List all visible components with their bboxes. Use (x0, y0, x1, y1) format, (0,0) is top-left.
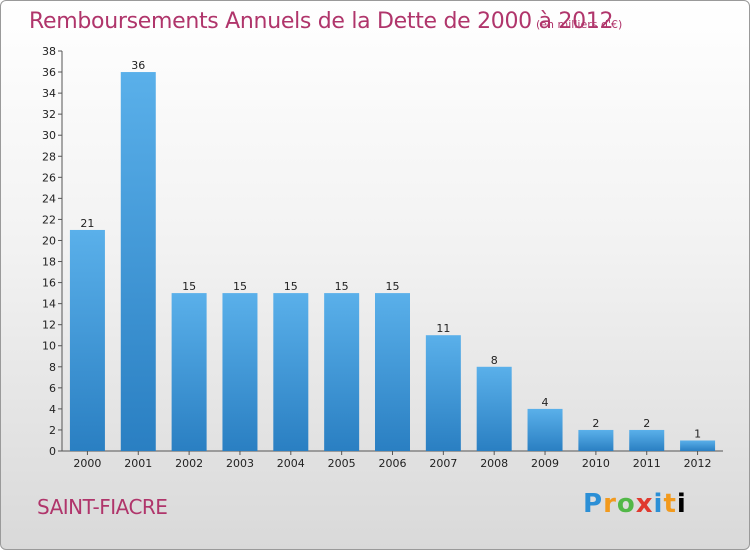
y-tick-label: 24 (42, 192, 56, 205)
y-tick-label: 10 (42, 340, 56, 353)
bar-value-label: 1 (694, 427, 701, 440)
bar-value-label: 11 (436, 322, 450, 335)
chart-unit: (en milliers d'€) (536, 18, 623, 31)
bar (680, 440, 716, 451)
y-tick-label: 4 (49, 403, 56, 416)
bar (425, 335, 461, 451)
y-tick-label: 34 (42, 87, 56, 100)
bar (120, 72, 156, 451)
y-tick-label: 22 (42, 213, 56, 226)
y-tick-label: 28 (42, 150, 56, 163)
x-tick-label: 2009 (531, 457, 559, 470)
y-tick-label: 0 (49, 445, 56, 458)
proxiti-logo: Proxiti (583, 489, 687, 519)
y-tick-label: 12 (42, 319, 56, 332)
bar (273, 293, 309, 451)
x-tick-label: 2011 (633, 457, 661, 470)
x-tick-label: 2006 (379, 457, 407, 470)
bar (375, 293, 410, 451)
bar-value-label: 36 (131, 59, 145, 72)
chart-title: Remboursements Annuels de la Dette de 20… (29, 9, 614, 34)
bar-value-label: 15 (233, 280, 247, 293)
bar (222, 293, 258, 451)
x-tick-label: 2005 (328, 457, 356, 470)
x-tick-label: 2000 (73, 457, 101, 470)
x-tick-label: 2008 (480, 457, 508, 470)
bar-value-label: 8 (491, 354, 498, 367)
x-tick-label: 2010 (582, 457, 610, 470)
x-tick-label: 2007 (429, 457, 457, 470)
bar-value-label: 15 (386, 280, 400, 293)
bar (629, 429, 665, 451)
bar (324, 293, 360, 451)
x-tick-label: 2003 (226, 457, 254, 470)
bar-value-label: 2 (643, 417, 650, 430)
y-tick-label: 16 (42, 277, 56, 290)
bar-value-label: 4 (542, 396, 549, 409)
bar (476, 366, 512, 451)
y-tick-label: 20 (42, 234, 56, 247)
bar-value-label: 15 (284, 280, 298, 293)
x-tick-label: 2002 (175, 457, 203, 470)
y-tick-label: 36 (42, 66, 56, 79)
bar-value-label: 21 (80, 217, 94, 230)
x-tick-label: 2004 (277, 457, 305, 470)
bar (69, 229, 105, 451)
x-tick-label: 2012 (684, 457, 712, 470)
bar (527, 408, 563, 451)
y-tick-label: 14 (42, 298, 56, 311)
y-tick-label: 8 (49, 361, 56, 374)
bar-value-label: 15 (335, 280, 349, 293)
bar (171, 293, 207, 451)
bar-value-label: 15 (182, 280, 196, 293)
y-tick-label: 32 (42, 108, 56, 121)
y-tick-label: 26 (42, 171, 56, 184)
y-tick-label: 2 (49, 424, 56, 437)
y-tick-label: 30 (42, 129, 56, 142)
y-tick-label: 18 (42, 256, 56, 269)
bar (578, 429, 614, 451)
y-tick-label: 38 (42, 45, 56, 58)
bar-value-label: 2 (592, 417, 599, 430)
city-name: SAINT-FIACRE (37, 495, 168, 519)
y-tick-label: 6 (49, 382, 56, 395)
x-tick-label: 2001 (124, 457, 152, 470)
